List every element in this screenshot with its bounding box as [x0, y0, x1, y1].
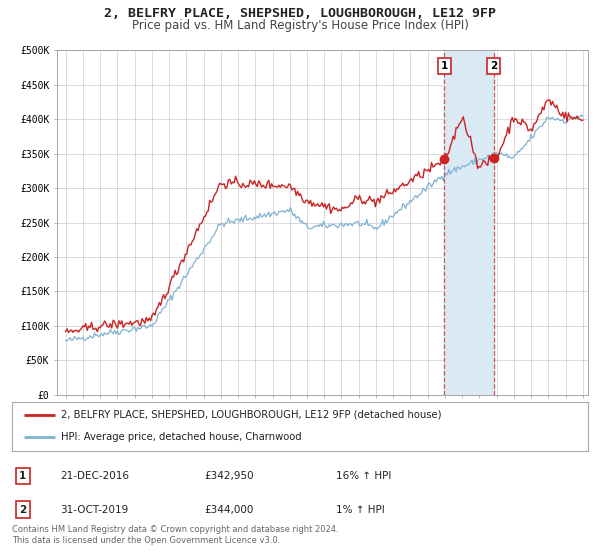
Text: 2: 2: [19, 505, 26, 515]
Text: 31-OCT-2019: 31-OCT-2019: [60, 505, 128, 515]
Text: 2: 2: [490, 61, 497, 71]
Text: 21-DEC-2016: 21-DEC-2016: [60, 471, 129, 481]
Bar: [445, 50, 494, 395]
Text: 1% ↑ HPI: 1% ↑ HPI: [336, 505, 385, 515]
Text: Price paid vs. HM Land Registry's House Price Index (HPI): Price paid vs. HM Land Registry's House …: [131, 19, 469, 32]
Text: £344,000: £344,000: [204, 505, 253, 515]
Text: £342,950: £342,950: [204, 471, 254, 481]
Text: 16% ↑ HPI: 16% ↑ HPI: [336, 471, 391, 481]
Text: Contains HM Land Registry data © Crown copyright and database right 2024.
This d: Contains HM Land Registry data © Crown c…: [12, 525, 338, 545]
Text: 1: 1: [19, 471, 26, 481]
Text: 2, BELFRY PLACE, SHEPSHED, LOUGHBOROUGH, LE12 9FP: 2, BELFRY PLACE, SHEPSHED, LOUGHBOROUGH,…: [104, 7, 496, 20]
Text: 2, BELFRY PLACE, SHEPSHED, LOUGHBOROUGH, LE12 9FP (detached house): 2, BELFRY PLACE, SHEPSHED, LOUGHBOROUGH,…: [61, 410, 442, 420]
Text: 1: 1: [441, 61, 448, 71]
Text: HPI: Average price, detached house, Charnwood: HPI: Average price, detached house, Char…: [61, 432, 302, 442]
